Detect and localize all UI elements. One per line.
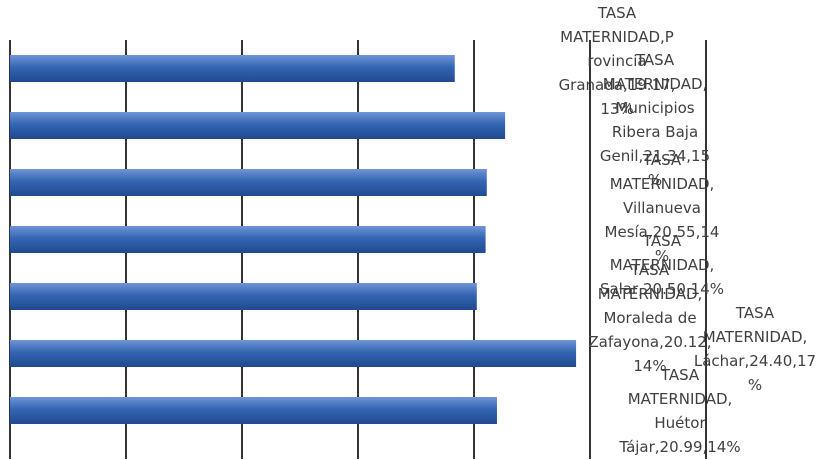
- data-label-6-line-2: Huétor: [654, 414, 706, 432]
- data-label-5-line-1: MATERNIDAD,: [703, 328, 808, 346]
- data-label-4-line-2: Moraleda de: [603, 309, 696, 327]
- data-label-4-line-3: Zafayona,20.12,: [588, 333, 711, 351]
- data-label-2-line-3: Mesía,20.55,14: [605, 223, 720, 241]
- data-label-3-line-0: TASA: [642, 232, 682, 250]
- data-labels: TASA MATERNIDAD,P rovincia Granada,19.17, 13…: [559, 4, 817, 456]
- data-label-1-line-3: Ribera Baja: [612, 123, 698, 141]
- data-label-1-line-5: %: [648, 171, 662, 189]
- data-label-4: TASA MATERNIDAD, Moraleda de Zafayona,20.12…: [588, 261, 711, 375]
- data-label-0-line-3: Granada,19.17,: [559, 76, 676, 94]
- data-label-5-line-3: %: [748, 376, 762, 394]
- data-label-3-line-2: Salar,20.50,14%: [600, 280, 724, 298]
- bar-6: [10, 397, 497, 424]
- bar-1: [10, 112, 506, 139]
- data-label-4-line-4: 14%: [633, 357, 666, 375]
- data-label-6-line-1: MATERNIDAD,: [628, 390, 733, 408]
- data-label-2-line-2: Villanueva: [623, 199, 701, 217]
- data-label-0-line-2: rovincia: [587, 52, 646, 70]
- data-label-3: TASA MATERNIDAD, Salar,20.50,14%: [600, 232, 724, 298]
- bar-0: [10, 55, 455, 82]
- data-label-6: TASA MATERNIDAD, Huétor Tájar,20.99,14%: [618, 366, 740, 456]
- bar-2: [10, 169, 487, 196]
- data-label-0: TASA MATERNIDAD,P rovincia Granada,19.17, 13…: [559, 4, 676, 118]
- data-label-6-line-0: TASA: [660, 366, 700, 384]
- data-label-2-line-4: %: [655, 247, 669, 265]
- data-label-5-line-0: TASA: [735, 304, 775, 322]
- data-label-2-line-0: TASA: [642, 151, 682, 169]
- bars: [10, 55, 577, 424]
- data-label-1-line-2: Municipios: [615, 99, 694, 117]
- data-label-0-line-4: 13%: [600, 100, 633, 118]
- bar-3: [10, 226, 486, 253]
- data-label-0-line-1: MATERNIDAD,P: [560, 28, 674, 46]
- data-label-3-line-1: MATERNIDAD,: [610, 256, 715, 274]
- bar-4: [10, 283, 477, 310]
- data-label-6-line-3: Tájar,20.99,14%: [618, 438, 740, 456]
- data-label-5-line-2: Láchar,24.40,17: [694, 352, 816, 370]
- data-label-2-line-1: MATERNIDAD,: [610, 175, 715, 193]
- data-label-0-line-0: TASA: [597, 4, 637, 22]
- data-label-4-line-0: TASA: [630, 261, 670, 279]
- data-label-4-line-1: MATERNIDAD,: [598, 285, 703, 303]
- data-label-5: TASA MATERNIDAD, Láchar,24.40,17%: [694, 304, 816, 394]
- data-label-1-line-4: Genil,21.34,15: [600, 147, 710, 165]
- data-label-2: TASA MATERNIDAD, Villanueva Mesía,20.55,14%: [605, 151, 720, 265]
- data-label-1: TASA MATERNIDAD, Municipios Ribera Baja Geni…: [600, 51, 710, 189]
- data-label-1-line-0: TASA: [635, 51, 675, 69]
- bar-5: [10, 340, 577, 367]
- data-label-1-line-1: MATERNIDAD,: [603, 75, 708, 93]
